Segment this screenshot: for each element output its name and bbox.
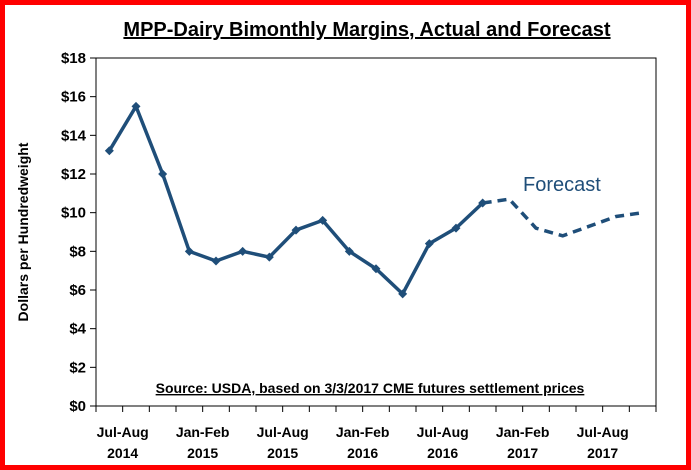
- plot-area: [95, 57, 657, 407]
- x-tick-label-year: 2016: [347, 445, 378, 461]
- x-tick-label-period: Jul-Aug: [257, 424, 309, 440]
- y-tick-label: $10: [61, 205, 86, 222]
- data-point: [371, 264, 381, 274]
- x-tick-label-period: Jan-Feb: [496, 424, 550, 440]
- y-tick-label: $8: [69, 243, 86, 260]
- x-tick-label-year: 2015: [187, 445, 218, 461]
- x-tick-label-period: Jul-Aug: [417, 424, 469, 440]
- data-point: [238, 246, 248, 256]
- x-tick-label-period: Jan-Feb: [336, 424, 390, 440]
- y-tick-label: $18: [61, 50, 86, 67]
- y-tick-label: $14: [61, 127, 87, 144]
- forecast-series-line: [482, 197, 643, 238]
- data-point: [451, 223, 461, 233]
- x-tick-label-period: Jul-Aug: [577, 424, 629, 440]
- data-point: [264, 252, 274, 262]
- y-tick-label: $0: [69, 398, 86, 415]
- y-axis-ticks: $0 $2 $4 $6 $8 $10 $12 $14 $16 $18: [61, 50, 96, 415]
- data-point: [131, 101, 141, 111]
- x-tick-label-year: 2017: [587, 445, 618, 461]
- data-point: [291, 225, 301, 235]
- chart-title: MPP-Dairy Bimonthly Margins, Actual and …: [123, 19, 610, 41]
- x-tick-label-year: 2017: [507, 445, 538, 461]
- forecast-annotation: Forecast: [523, 174, 601, 196]
- x-tick-label-period: Jul-Aug: [97, 424, 149, 440]
- data-point: [158, 169, 168, 179]
- data-point: [424, 239, 434, 249]
- data-point: [318, 215, 328, 225]
- data-point: [184, 246, 194, 256]
- y-tick-label: $2: [69, 359, 86, 376]
- y-tick-label: $16: [61, 89, 86, 106]
- x-tick-label-year: 2015: [267, 445, 298, 461]
- y-tick-label: $12: [61, 166, 86, 183]
- y-axis-label: Dollars per Hundredweight: [15, 142, 31, 321]
- y-tick-label: $6: [69, 282, 86, 299]
- x-tick-label-period: Jan-Feb: [176, 424, 230, 440]
- source-annotation: Source: USDA, based on 3/3/2017 CME futu…: [156, 380, 585, 396]
- data-point: [398, 289, 408, 299]
- data-point: [211, 256, 221, 266]
- y-tick-label: $4: [69, 321, 86, 338]
- data-point: [104, 146, 114, 156]
- x-tick-label-year: 2014: [107, 445, 138, 461]
- data-point: [344, 246, 354, 256]
- x-axis-ticks: Jul-Aug 2014 Jan-Feb 2015 Jul-Aug 2015 Jan-Feb…: [95, 406, 657, 461]
- x-tick-label-year: 2016: [427, 445, 458, 461]
- data-series: [104, 101, 643, 299]
